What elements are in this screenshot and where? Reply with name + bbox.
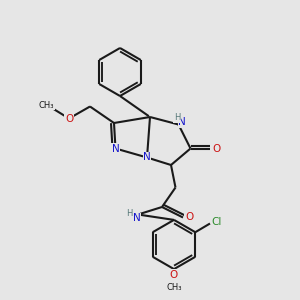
Text: CH₃: CH₃ (166, 284, 182, 292)
Text: O: O (65, 113, 73, 124)
Text: O: O (170, 269, 178, 280)
Text: CH₃: CH₃ (39, 100, 54, 109)
Text: N: N (133, 213, 140, 223)
Text: H: H (126, 209, 133, 218)
Text: O: O (185, 212, 193, 223)
Text: N: N (143, 152, 151, 163)
Text: N: N (112, 143, 119, 154)
Text: H: H (174, 113, 180, 122)
Text: N: N (178, 117, 186, 127)
Text: Cl: Cl (212, 217, 222, 227)
Text: O: O (212, 143, 221, 154)
